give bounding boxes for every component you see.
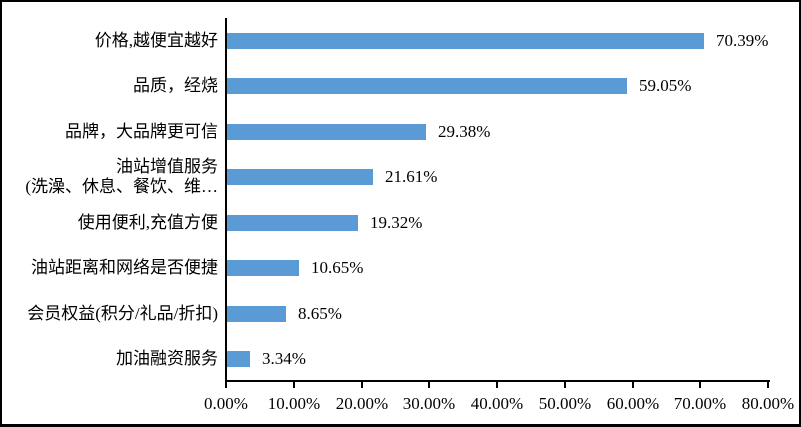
x-axis-tick-label: 30.00%: [402, 394, 456, 413]
bar: [227, 78, 627, 94]
x-axis-tick-label: 10.00%: [267, 394, 321, 413]
x-axis-tick: [428, 382, 430, 388]
value-label: 59.05%: [639, 76, 692, 95]
x-axis-tick: [293, 382, 295, 388]
category-label: 使用便利,充值方便: [77, 212, 218, 232]
value-label: 3.34%: [262, 349, 306, 368]
category-label: 加油融资服务: [116, 349, 218, 369]
x-axis-tick-label: 60.00%: [606, 394, 660, 413]
x-axis-tick: [564, 382, 566, 388]
x-axis-tick: [632, 382, 634, 388]
category-label: 品牌，大品牌更可信: [65, 121, 218, 141]
bar: [227, 124, 426, 140]
category-label: 价格,越便宜越好: [94, 30, 218, 50]
category-label: 油站增值服务 (洗澡、休息、餐饮、维…: [25, 157, 218, 197]
plot-area: 70.39% 59.05% 29.38% 21.61% 19.32% 10.65% 8.65…: [225, 18, 770, 382]
value-label: 70.39%: [716, 31, 769, 50]
x-axis-tick-label: 70.00%: [673, 394, 727, 413]
x-axis-tick: [767, 382, 769, 388]
category-axis-labels: 价格,越便宜越好品质，经烧品牌，大品牌更可信油站增值服务 (洗澡、休息、餐饮、维…: [0, 18, 218, 382]
x-axis-tick: [699, 382, 701, 388]
x-axis-tick-label: 0.00%: [204, 394, 248, 413]
bar: [227, 215, 358, 231]
value-label: 8.65%: [298, 304, 342, 323]
x-axis-tick-label: 80.00%: [741, 394, 795, 413]
x-axis-tick-label: 50.00%: [538, 394, 592, 413]
category-label: 品质，经烧: [133, 76, 218, 96]
bar: [227, 33, 704, 49]
value-label: 19.32%: [370, 213, 423, 232]
x-axis-tick: [361, 382, 363, 388]
bar: [227, 351, 250, 367]
bar: [227, 306, 286, 322]
value-label: 29.38%: [438, 122, 491, 141]
x-axis-tick: [496, 382, 498, 388]
x-axis-tick-label: 20.00%: [335, 394, 389, 413]
bar: [227, 260, 299, 276]
category-label: 油站距离和网络是否便捷: [31, 258, 218, 278]
value-label: 21.61%: [385, 167, 438, 186]
bar: [227, 169, 373, 185]
x-axis-tick: [225, 382, 227, 388]
value-label: 10.65%: [311, 258, 364, 277]
category-label: 会员权益(积分/礼品/折扣): [27, 303, 218, 323]
x-axis-tick-label: 40.00%: [470, 394, 524, 413]
